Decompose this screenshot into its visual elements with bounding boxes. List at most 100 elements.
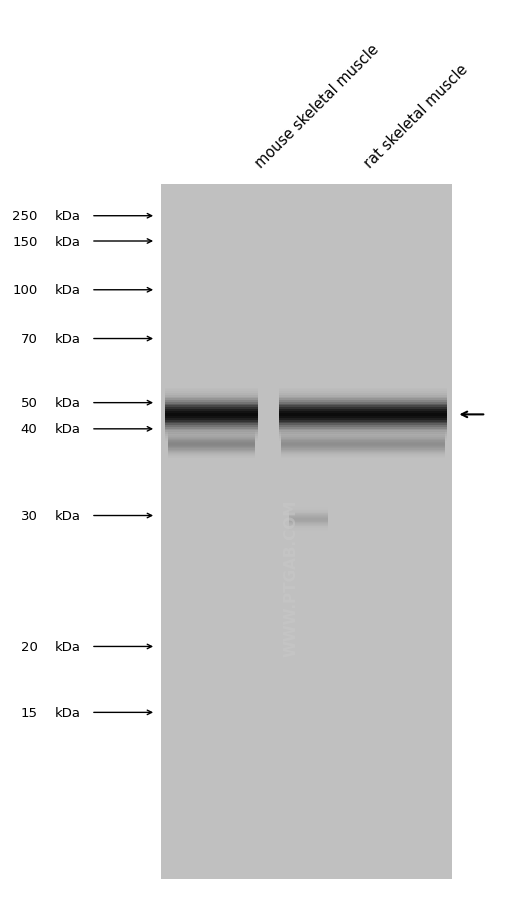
Bar [281,454,445,455]
Bar [279,437,447,438]
Bar [168,431,255,432]
Bar [168,450,255,451]
Bar [279,429,447,431]
Bar [281,438,445,439]
Bar [281,450,445,451]
Bar [165,413,258,415]
Text: 100: 100 [12,284,37,297]
Bar [168,451,255,452]
Bar [165,395,258,397]
Bar [168,436,255,437]
Bar [279,404,447,406]
Bar [168,452,255,454]
Bar [281,444,445,445]
Bar [168,455,255,456]
Bar [281,437,445,438]
Bar [165,437,258,438]
Bar [281,431,445,432]
Bar [165,429,258,431]
Bar [165,422,258,424]
Bar [165,433,258,435]
Text: 70: 70 [21,333,37,345]
Bar [168,438,255,439]
Bar [279,402,447,404]
Bar [279,408,447,410]
Bar [165,426,258,428]
Text: 150: 150 [12,235,37,248]
Bar [168,432,255,433]
Bar [165,393,258,395]
Bar [279,435,447,437]
Bar [165,419,258,420]
Bar [279,433,447,435]
Bar [279,410,447,411]
Bar [161,185,452,879]
Bar [168,437,255,438]
Bar [279,397,447,399]
Bar [165,391,258,393]
Bar [165,417,258,419]
Text: 30: 30 [21,510,37,522]
Bar [279,426,447,428]
Bar [281,449,445,450]
Bar [165,404,258,406]
Bar [281,456,445,457]
Bar [165,399,258,400]
Bar [281,432,445,433]
Bar [281,446,445,448]
Bar [279,415,447,417]
Bar [279,420,447,422]
Bar [165,402,258,404]
Bar [281,433,445,434]
Bar [279,390,447,391]
Bar [168,456,255,457]
Bar [281,441,445,443]
Text: kDa: kDa [55,284,81,297]
Bar [279,419,447,420]
Bar [165,438,258,440]
Bar [279,388,447,390]
Bar [281,455,445,456]
Bar [281,452,445,454]
Bar [281,445,445,446]
Bar [281,448,445,449]
Bar [168,441,255,443]
Bar [168,448,255,449]
Bar [165,406,258,408]
Text: mouse skeletal muscle: mouse skeletal muscle [252,42,382,171]
Text: kDa: kDa [55,333,81,345]
Bar [168,435,255,436]
Text: 50: 50 [21,397,37,410]
Bar [281,434,445,435]
Bar [165,428,258,429]
Bar [165,415,258,417]
Bar [279,411,447,413]
Text: 40: 40 [21,423,37,436]
Bar [279,395,447,397]
Bar [279,393,447,395]
Text: kDa: kDa [55,640,81,653]
Bar [281,439,445,440]
Text: WWW.PTGAB.COM: WWW.PTGAB.COM [284,499,298,656]
Text: kDa: kDa [55,706,81,719]
Bar [165,397,258,399]
Bar [168,454,255,455]
Bar [165,411,258,413]
Text: 20: 20 [21,640,37,653]
Bar [279,431,447,433]
Bar [279,422,447,424]
Bar [279,440,447,442]
Bar [281,435,445,436]
Bar [168,444,255,445]
Bar [168,449,255,450]
Bar [279,413,447,415]
Bar [165,388,258,390]
Bar [168,445,255,446]
Bar [168,433,255,434]
Bar [165,408,258,410]
Bar [165,440,258,442]
Text: 250: 250 [12,210,37,223]
Bar [165,410,258,411]
Bar [279,399,447,400]
Bar [168,440,255,441]
